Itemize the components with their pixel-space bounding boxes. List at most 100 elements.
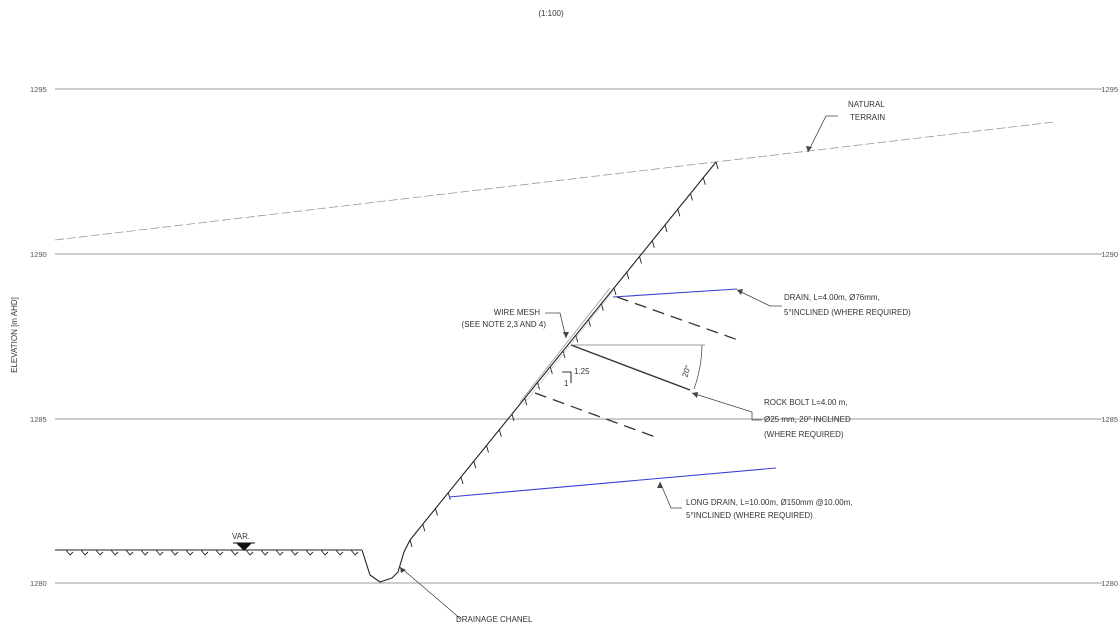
elev-label-left-1295: 1295 [30,85,47,94]
arrowhead-icon [563,332,569,338]
slope-hatch-mark [613,287,617,296]
rock-bolt-text-3: (WHERE REQUIRED) [764,430,844,439]
rock-bolt-leader [691,392,762,421]
natural-terrain-annotation: NATURAL TERRAIN [848,100,885,122]
wire-mesh-line-inner [522,290,614,406]
wire-mesh-annotation: WIRE MESH (SEE NOTE 2,3 AND 4) [462,308,547,329]
bench-hatch-marks [65,549,359,556]
slope-hatch-mark [702,177,706,185]
slope-hatch-mark [537,382,540,390]
rock-bolt-text-2: Ø25 mm, 20° INCLINED [764,415,851,424]
bench-hatch-mark [275,549,284,556]
drainage-channel-leader [399,566,461,620]
elevation-axis-label: ELEVATION [m AHD] [10,297,19,373]
long-drain-line [448,467,777,498]
arrowhead-icon [400,567,406,573]
slope-hatch-mark [562,350,566,359]
slope-rise-label: 1.25 [574,367,590,376]
slope-hatch-mark [498,429,502,437]
elev-label-left-1285: 1285 [30,415,47,424]
rock-bolt-line [570,344,691,391]
bench-hatch-mark [215,549,224,556]
slope-hatch-mark [549,366,553,374]
arrowhead-icon [692,392,698,398]
elev-label-right-1280: 1280 [1101,579,1118,588]
drain-leader [736,289,782,307]
long-drain-text-2: 5°INCLINED (WHERE REQUIRED) [686,511,813,520]
leader-arrowheads [400,146,812,573]
angle-arc [693,344,703,390]
elevation-gridlines [55,88,1102,584]
ground-profile [55,161,719,583]
slope-hatch-mark [409,539,413,548]
slope-hatch-mark [677,209,681,217]
slope-hatch-mark [715,161,719,170]
drain-line [612,288,738,298]
slope-hatch-mark [486,445,489,453]
elev-label-left-1280: 1280 [30,579,47,588]
bench-hatch-mark [245,549,254,556]
natural-terrain-line [54,121,1055,241]
bench-hatch-mark [95,549,104,556]
wire-mesh-line [519,287,611,403]
bench-hatch-mark [260,549,269,556]
bench-hatch-mark [230,549,239,556]
drainage-channel-profile [361,539,411,583]
scale-label: (1:100) [538,9,564,18]
elevation-labels-right: 1295 1290 1285 1280 [1101,85,1118,588]
natural-terrain-leader [807,115,838,153]
arrowhead-icon [657,482,663,488]
wire-mesh-leader [545,312,567,339]
bench-hatch-mark [320,549,329,556]
slope-hatch-marks [409,161,719,548]
slope-hatch-mark [460,476,464,485]
elevation-labels-left: 1295 1290 1285 1280 [30,85,47,588]
slope-hatch-mark [651,240,655,248]
wire-mesh-text-1: WIRE MESH [494,308,540,317]
var-label: VAR. [232,532,250,541]
slope-hatch-mark [435,508,438,516]
rock-bolt-annotation: ROCK BOLT L=4.00 m, Ø25 mm, 20° INCLINED… [764,398,851,439]
natural-terrain-text-2: TERRAIN [850,113,885,122]
slope-hatch-mark [447,492,451,500]
elev-label-right-1295: 1295 [1101,85,1118,94]
bench-hatch-mark [125,549,134,556]
elev-label-right-1290: 1290 [1101,250,1118,259]
bench-hatch-mark [110,549,119,556]
slope-hatch-mark [575,335,579,343]
annotation-leaders [399,115,838,620]
upper-dashed-bolt [616,296,739,341]
lower-dashed-bolt [534,392,659,439]
drainage-channel-text: DRAINAGE CHANEL [456,615,533,624]
drain-text-1: DRAIN, L=4.00m, Ø76mm, [784,293,880,302]
bench-hatch-mark [185,549,194,556]
drain-text-2: 5°INCLINED (WHERE REQUIRED) [784,308,911,317]
bench-hatch-mark [140,549,149,556]
bench-hatch-mark [290,549,299,556]
wire-mesh-text-2: (SEE NOTE 2,3 AND 4) [462,320,547,329]
angle-label: 20° [680,364,692,378]
bench-hatch-mark [155,549,164,556]
slope-hatch-mark [664,224,668,233]
natural-terrain-text-1: NATURAL [848,100,885,109]
bench-hatch-mark [65,549,74,556]
drain-annotation: DRAIN, L=4.00m, Ø76mm, 5°INCLINED (WHERE… [784,293,911,317]
arrowhead-icon [737,289,743,295]
rock-bolt-text-1: ROCK BOLT L=4.00 m, [764,398,848,407]
slope-hatch-mark [422,524,426,532]
slope-hatch-mark [626,272,630,280]
bench-hatch-mark [335,549,344,556]
arrowhead-icon [806,146,812,152]
slope-hatch-mark [511,413,515,422]
bench-hatch-mark [200,549,209,556]
slope-hatch-mark [588,319,591,327]
bench-hatch-mark [350,549,359,556]
water-level-triangle-icon [236,543,252,551]
long-drain-leader [659,481,682,509]
long-drain-text-1: LONG DRAIN, L=10.00m, Ø150mm @10.00m, [686,498,853,507]
long-drain-annotation: LONG DRAIN, L=10.00m, Ø150mm @10.00m, 5°… [686,498,853,520]
bench-hatch-mark [80,549,89,556]
slope-hatch-mark [473,461,477,469]
bench-hatch-mark [305,549,314,556]
slope-ratio-mark [562,371,572,383]
